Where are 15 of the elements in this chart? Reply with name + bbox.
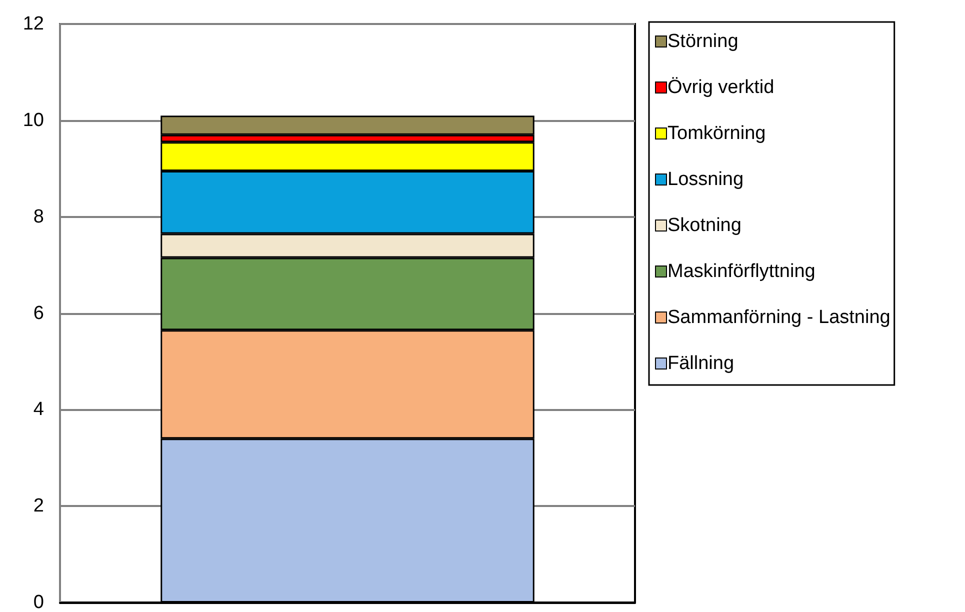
legend-label: Maskinförflyttning	[668, 261, 816, 282]
y-tick-label: 6	[33, 302, 44, 324]
y-tick-label: 2	[33, 496, 44, 517]
legend-label: Tomkörning	[668, 123, 766, 144]
legend-label: Sammanförning - Lastning	[668, 307, 890, 328]
y-tick-label: 0	[33, 592, 44, 612]
y-tick-label: 12	[22, 14, 44, 34]
legend-label: Lossning	[668, 169, 744, 190]
legend-label: Skotning	[668, 215, 742, 236]
y-tick-label: 4	[33, 399, 44, 420]
legend-label: Övrig verktid	[668, 77, 774, 98]
legend-label: Fällning	[668, 353, 734, 374]
y-tick-label: 10	[22, 110, 44, 131]
y-tick-label: 8	[33, 206, 44, 228]
legend-label: Störning	[668, 31, 738, 52]
